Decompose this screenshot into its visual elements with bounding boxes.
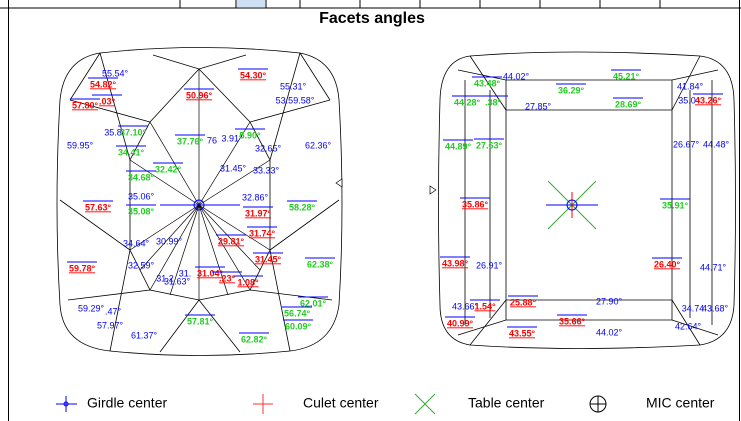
legend-label: Culet center xyxy=(303,395,379,411)
angle-label: 54.82° xyxy=(90,79,117,89)
angle-label: 76 xyxy=(207,135,217,145)
angle-label: 37.76° xyxy=(177,136,204,146)
angle-label: 41.84° xyxy=(677,81,704,91)
angle-label: 30.99° xyxy=(156,236,183,246)
angle-label: 34.41° xyxy=(118,147,145,157)
angle-label: .47° xyxy=(105,306,122,316)
angle-label: 56.74° xyxy=(284,308,311,318)
angle-label: 60.09° xyxy=(285,321,312,331)
angle-label: 1.08° xyxy=(237,277,259,287)
angle-label: 29.81° xyxy=(218,236,245,246)
legend-label: MIC center xyxy=(646,395,715,411)
angle-label: 27.90° xyxy=(596,296,623,306)
angle-label: 35.91° xyxy=(662,200,689,210)
angle-label: 57.63° xyxy=(85,202,112,212)
angle-label: 42.64° xyxy=(675,321,702,331)
angle-label: 34.68° xyxy=(128,172,155,182)
angle-label: 50.96° xyxy=(186,90,213,100)
angle-label: 43.98° xyxy=(442,258,469,268)
angle-label: 44.89° xyxy=(445,141,472,151)
legend-label: Table center xyxy=(468,395,545,411)
angle-label: 31.45° xyxy=(255,254,282,264)
angle-label: 32.42° xyxy=(155,164,182,174)
angle-label: 58.28° xyxy=(289,202,316,212)
angle-label: 35.86° xyxy=(462,199,489,209)
angle-label: 45.21° xyxy=(613,71,640,81)
angle-label: 33.33° xyxy=(253,165,280,175)
angle-label: 44.71° xyxy=(700,262,727,272)
angle-label: 35.08° xyxy=(128,206,155,216)
angle-label: 31.45° xyxy=(220,163,247,173)
mic-icon xyxy=(590,396,606,412)
angle-label: 62.82° xyxy=(241,334,268,344)
angle-label: 31.97° xyxy=(245,208,272,218)
angle-label: 62.38° xyxy=(307,259,334,269)
angle-label: 34.64° xyxy=(123,238,150,248)
angle-label: 44.02° xyxy=(503,71,530,81)
angle-label: 57.97° xyxy=(97,320,124,330)
angle-label: 43.68° xyxy=(702,303,729,313)
angle-label: 1.54° xyxy=(474,301,496,311)
angle-label: 37.10° xyxy=(120,127,147,137)
angle-label: 53.59.58° xyxy=(276,95,315,105)
angle-label: 44.02° xyxy=(596,327,623,337)
angle-label: 44.48° xyxy=(703,139,730,149)
angle-label: 57.80° xyxy=(72,100,99,110)
angle-label: 43.55° xyxy=(509,328,536,338)
angle-label: 35.66° xyxy=(559,316,586,326)
facet-report: Facets angles 55.54° 54.30° 54.82° 50.96° 55… xyxy=(0,0,741,421)
angle-label: 31.74° xyxy=(249,228,276,238)
angle-label: 62.36° xyxy=(305,140,332,150)
angle-label: 59.95° xyxy=(67,140,94,150)
angle-label: 25.88° xyxy=(510,297,537,307)
angle-label: 40.99° xyxy=(447,318,474,328)
angle-label: 57.81° xyxy=(187,316,214,326)
angle-label: 34.74 xyxy=(682,303,705,313)
angle-label: 35.0 xyxy=(678,95,696,105)
angle-label: 26.91° xyxy=(476,260,503,270)
angle-label: 26.40° xyxy=(654,259,681,269)
angle-label: 32.86° xyxy=(242,192,269,202)
angle-label: 27.85° xyxy=(525,101,552,111)
angle-label: 36.29° xyxy=(558,85,585,95)
angle-label: 32.59° xyxy=(128,260,155,270)
angle-label: 59.78° xyxy=(69,263,96,273)
angle-label: .03° xyxy=(99,96,116,106)
angle-label: 43.26° xyxy=(695,95,722,105)
angle-label: 55.54° xyxy=(102,68,129,78)
angle-label: 26.67° xyxy=(673,139,700,149)
angle-label: .23° xyxy=(219,273,236,283)
angle-label: 54.30° xyxy=(240,70,267,80)
background xyxy=(0,0,741,421)
angle-label: 55.31° xyxy=(280,81,307,91)
angle-label: 35.06° xyxy=(128,191,155,201)
angle-label: 27.63° xyxy=(476,140,503,150)
angle-label: 61.37° xyxy=(131,330,158,340)
title: Facets angles xyxy=(319,10,425,27)
angle-label: 5.90° xyxy=(239,130,261,140)
angle-label: 28.69° xyxy=(615,99,642,109)
angle-label: 43.48° xyxy=(474,78,501,88)
legend-label: Girdle center xyxy=(87,395,167,411)
angle-label: 31.63° xyxy=(164,276,191,286)
angle-label: 59.29° xyxy=(78,303,105,313)
angle-label: .38° xyxy=(485,97,502,107)
angle-label: 44.28° xyxy=(454,97,481,107)
angle-label: 32.65° xyxy=(255,143,282,153)
